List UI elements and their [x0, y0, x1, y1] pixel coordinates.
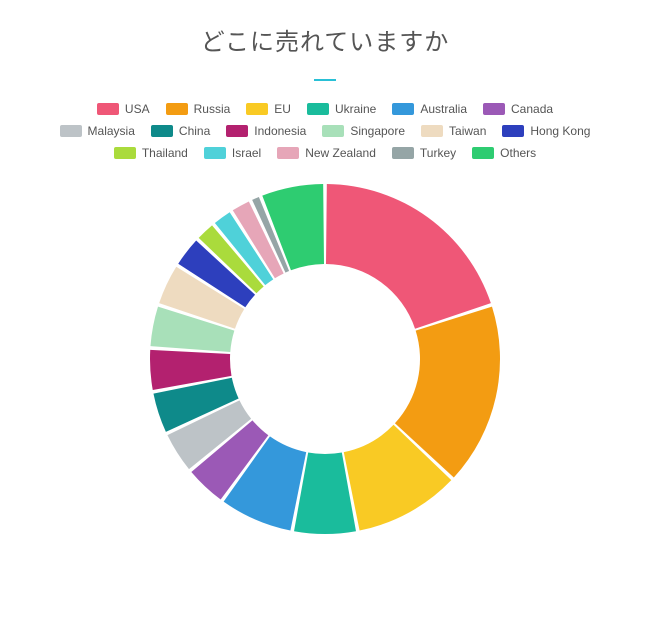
legend-swatch: [114, 147, 136, 159]
chart-title: どこに売れていますか: [0, 22, 650, 57]
legend-item[interactable]: New Zealand: [277, 143, 376, 163]
legend-swatch: [392, 103, 414, 115]
legend-label: Israel: [232, 143, 261, 163]
legend-label: New Zealand: [305, 143, 376, 163]
legend-label: Turkey: [420, 143, 456, 163]
legend-item[interactable]: Russia: [166, 99, 231, 119]
legend-label: Canada: [511, 99, 553, 119]
legend-item[interactable]: China: [151, 121, 210, 141]
legend-item[interactable]: Others: [472, 143, 536, 163]
legend-item[interactable]: Taiwan: [421, 121, 486, 141]
legend-label: EU: [274, 99, 291, 119]
legend-label: USA: [125, 99, 150, 119]
legend-swatch: [60, 125, 82, 137]
legend-item[interactable]: Australia: [392, 99, 467, 119]
legend-item[interactable]: Canada: [483, 99, 553, 119]
legend-item[interactable]: Turkey: [392, 143, 456, 163]
legend-item[interactable]: Ukraine: [307, 99, 376, 119]
legend-swatch: [483, 103, 505, 115]
donut-chart: [145, 179, 505, 539]
legend-item[interactable]: Malaysia: [60, 121, 135, 141]
legend-item[interactable]: EU: [246, 99, 291, 119]
legend-label: Russia: [194, 99, 231, 119]
legend-item[interactable]: Indonesia: [226, 121, 306, 141]
legend-swatch: [166, 103, 188, 115]
legend-swatch: [277, 147, 299, 159]
legend-label: Taiwan: [449, 121, 486, 141]
legend-swatch: [246, 103, 268, 115]
legend-swatch: [421, 125, 443, 137]
legend-label: China: [179, 121, 210, 141]
title-underline: [314, 79, 336, 81]
legend-swatch: [502, 125, 524, 137]
chart-legend: USA Russia EU Ukraine Australia Canada Malaysi…: [45, 99, 605, 165]
legend-item[interactable]: Israel: [204, 143, 261, 163]
legend-label: Others: [500, 143, 536, 163]
legend-label: Thailand: [142, 143, 188, 163]
legend-item[interactable]: Hong Kong: [502, 121, 590, 141]
legend-swatch: [472, 147, 494, 159]
legend-label: Australia: [420, 99, 467, 119]
legend-label: Indonesia: [254, 121, 306, 141]
legend-label: Malaysia: [88, 121, 135, 141]
legend-swatch: [204, 147, 226, 159]
legend-swatch: [151, 125, 173, 137]
legend-swatch: [226, 125, 248, 137]
legend-label: Hong Kong: [530, 121, 590, 141]
legend-swatch: [322, 125, 344, 137]
donut-chart-container: [0, 179, 650, 539]
legend-swatch: [392, 147, 414, 159]
legend-label: Singapore: [350, 121, 405, 141]
legend-item[interactable]: Thailand: [114, 143, 188, 163]
legend-swatch: [307, 103, 329, 115]
legend-item[interactable]: Singapore: [322, 121, 405, 141]
donut-slice[interactable]: [326, 184, 491, 329]
legend-swatch: [97, 103, 119, 115]
legend-item[interactable]: USA: [97, 99, 150, 119]
legend-label: Ukraine: [335, 99, 376, 119]
